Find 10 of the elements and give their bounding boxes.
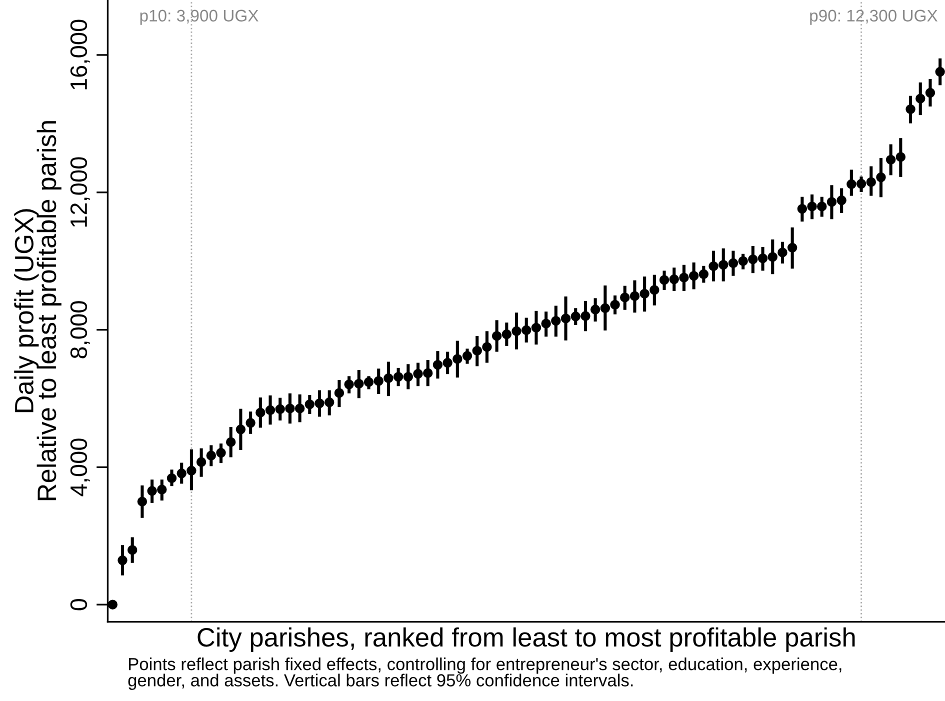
y-tick-label: 16,000 [70,20,90,90]
y-tick-label: 0 [70,598,88,610]
y-tick-label: 4,000 [70,438,90,496]
y-tick-label: 12,000 [70,157,90,227]
y-tick-label: 8,000 [70,301,90,358]
x-axis-title: City parishes, ranked from least to most profitable parish [198,627,855,652]
annotation: p10: 3,900 UGX [140,10,258,25]
annotation: p90: 12,300 UGX [810,10,938,25]
y-axis-title: Daily profit (UGX) Relative to least profitable parish [14,121,62,500]
text: Points reflect parish fixed effects, controlling for entrepreneur's sector, education, experience, gender, and assets. Vertical bars reflect 95% confidence intervals. [128,658,842,690]
